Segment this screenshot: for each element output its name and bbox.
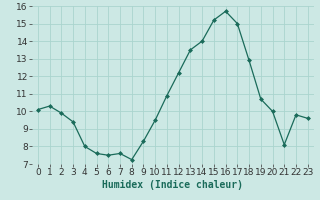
X-axis label: Humidex (Indice chaleur): Humidex (Indice chaleur) — [102, 180, 243, 190]
